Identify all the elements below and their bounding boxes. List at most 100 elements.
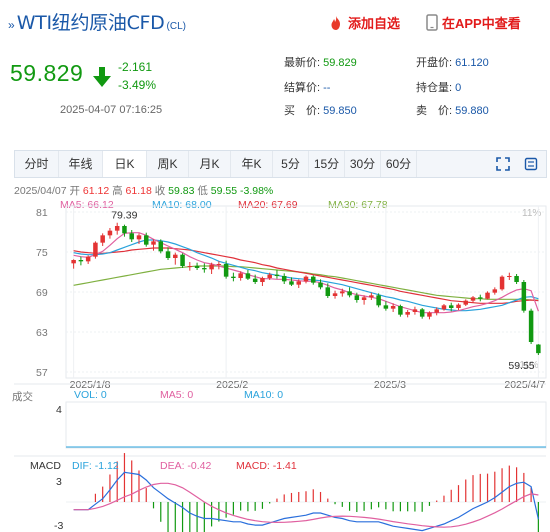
candle-body [107,230,113,236]
candle-body [194,266,200,268]
candle-body [441,305,447,310]
y-tick-69: 69 [36,287,48,299]
candle [231,272,236,282]
tab-60min[interactable]: 60分 [381,151,417,177]
candle-body [93,242,98,257]
candle-body [311,276,316,283]
bid-price-item: 买 价: 59.850 [284,102,357,118]
vol-ma10-label: MA10: 0 [244,389,284,401]
candle-body [427,312,432,317]
ohlc-open-label: 开 [69,185,80,197]
candle-body [492,289,498,293]
candle-body [456,304,461,308]
candle-body [187,266,193,267]
tab-30min[interactable]: 30分 [345,151,381,177]
candle-body [478,297,483,299]
candle [507,272,512,280]
title-wrap: » WTI纽约原油CFD (CL) [8,8,186,35]
candle-body [122,226,127,234]
candle-body [129,233,134,240]
macd-dea-label: DEA: -0.42 [160,460,212,472]
candle [412,306,418,315]
candle-body [325,287,331,296]
candle-body [100,235,105,243]
fullscreen-icon[interactable] [496,157,510,171]
candle [441,304,447,311]
candle [528,308,534,344]
settle-price-label: 结算价: [284,82,321,94]
bid-price-label: 买 价: [284,105,321,117]
candle [536,344,541,355]
candle [361,295,367,305]
settle-price-item: 结算价: -- [284,79,330,95]
candle-body [390,306,396,309]
tab-5min[interactable]: 5分 [273,151,309,177]
candle [202,263,207,273]
tab-yearly-k[interactable]: 年K [231,151,273,177]
candle-body [158,241,164,252]
vol-ma5-label: MA5: 0 [160,389,194,401]
candle [78,256,84,266]
open-price-item: 开盘价: 61.120 [416,54,489,70]
tab-yearline[interactable]: 年线 [59,151,103,177]
candle-body [223,264,229,277]
open-app-button[interactable]: 在APP中查看 [426,13,521,32]
candle [427,311,432,320]
candle-body [318,282,323,288]
x-tick-0: 2025/1/8 [70,379,111,391]
tab-daily-k[interactable]: 日K [103,151,147,177]
candle-body [274,274,280,276]
tab-15min[interactable]: 15分 [309,151,345,177]
candle [180,253,185,268]
down-arrow-icon [93,67,111,87]
tab-monthly-k[interactable]: 月K [189,151,231,177]
x-tick-1: 2025/2 [216,379,248,391]
x-tick-3: 2025/4/7 [504,379,545,391]
candle [129,230,134,242]
candle [165,247,171,260]
candle-body [303,276,309,282]
candle [267,272,272,280]
candle [260,276,265,286]
candle [223,260,229,279]
candle [448,302,454,312]
bid-price-value: 59.850 [323,105,357,117]
y-tick-57: 57 [36,367,48,379]
candle-body [202,268,207,270]
candle [194,262,200,270]
ohlc-pct: -3.98% [239,185,274,197]
ohlc-low-label: 低 [197,185,208,197]
candle [383,301,389,311]
candle [340,288,345,297]
candle [252,274,258,284]
candle-body [369,295,374,298]
tab-intraday[interactable]: 分时 [15,151,59,177]
candle-body [245,273,251,279]
add-watchlist-button[interactable]: 添加自选 [328,13,400,32]
candle [419,308,425,319]
candle [238,271,243,281]
ask-price-value: 59.880 [455,105,489,117]
vol-y-top: 4 [56,404,62,416]
candle-body [376,295,381,306]
candle [347,287,352,298]
vol-label: VOL: 0 [74,389,107,401]
candle [122,224,127,237]
candle [492,287,498,295]
candle [187,262,193,271]
settings-icon[interactable] [524,157,538,171]
price-panel: 59.829 -2.161 -3.49% 2025-04-07 07:16:25… [0,46,550,124]
candle-body [347,291,352,296]
candle [216,261,222,270]
candle-body [485,292,490,299]
candle-body [267,274,272,278]
candle [114,222,120,235]
quote-timestamp: 2025-04-07 07:16:25 [60,104,163,116]
candle [463,299,469,306]
ma20-legend: MA20: 67.69 [238,199,298,211]
candle [158,239,164,254]
candle-body [165,251,171,258]
candle-body [78,260,84,262]
tab-weekly-k[interactable]: 周K [147,151,189,177]
